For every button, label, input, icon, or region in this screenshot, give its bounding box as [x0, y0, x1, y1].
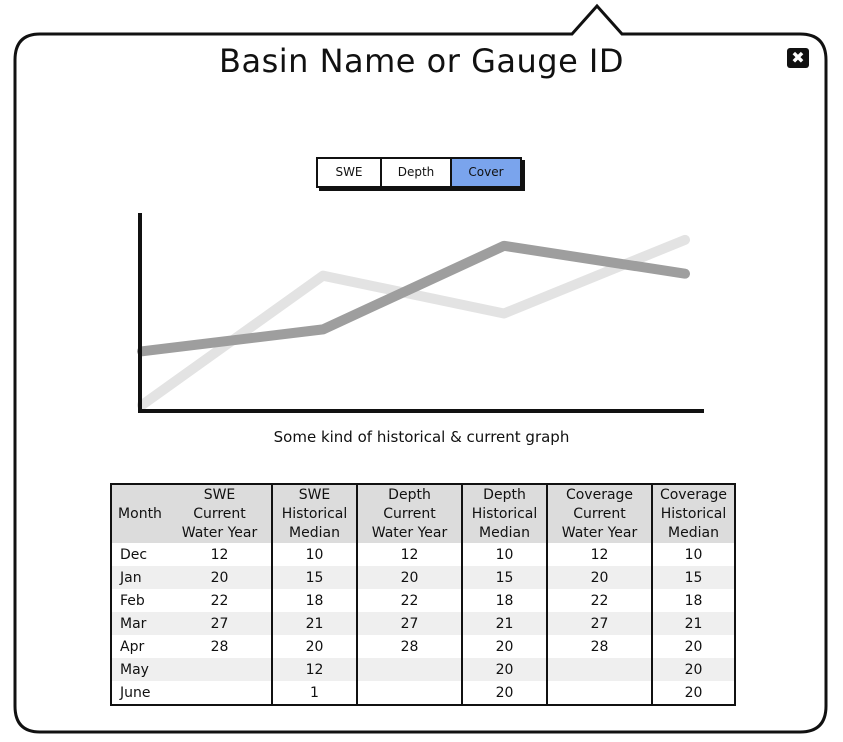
table-cell: 10: [461, 543, 547, 566]
table-cell: 22: [356, 589, 462, 612]
month-cell: May: [111, 658, 168, 681]
historical-current-line-chart: [137, 213, 704, 413]
table-cell: 1: [271, 681, 357, 705]
table-cell: 12: [271, 658, 357, 681]
table-cell: 12: [210, 546, 229, 563]
popup-title: Basin Name or Gauge ID: [219, 42, 624, 80]
header-line: Depth: [388, 487, 431, 503]
table-cell: 20: [356, 566, 462, 589]
header-line: Water Year: [371, 525, 448, 541]
header-line: Water Year: [181, 525, 258, 541]
table-cell: 28: [356, 635, 462, 658]
monthly-data-table: Month SWE Current Water Year SWE Histori…: [110, 483, 736, 706]
tab-depth[interactable]: Depth: [380, 159, 450, 186]
table-cell: 10: [271, 543, 357, 566]
table-cell: 27: [356, 612, 462, 635]
table-row: June 1 20 20: [111, 681, 735, 705]
table-cell: 20: [546, 566, 652, 589]
month-cell: Dec: [120, 546, 148, 563]
table-row: Dec 12 10 12 10 12 10: [111, 543, 735, 566]
table-cell: 12: [356, 543, 462, 566]
header-coverage-historical: Coverage Historical Median: [651, 484, 735, 543]
header-swe-current: SWE Current Water Year: [168, 484, 272, 543]
table-row: May 12 20 20: [111, 658, 735, 681]
table-cell: [546, 658, 652, 681]
header-depth-current: Depth Current Water Year: [356, 484, 462, 543]
month-cell: June: [120, 684, 151, 701]
table-cell: 15: [651, 566, 735, 589]
table-row: Jan 20 15 20 15 20 15: [111, 566, 735, 589]
table-cell: 15: [271, 566, 357, 589]
header-depth-historical: Depth Historical Median: [461, 484, 547, 543]
table-cell: 20: [651, 658, 735, 681]
table-cell: 20: [461, 658, 547, 681]
table-row: Feb 22 18 22 18 22 18: [111, 589, 735, 612]
series-line-current: [137, 240, 690, 357]
table-cell: 22: [546, 589, 652, 612]
table-cell: 18: [271, 589, 357, 612]
header-line: Historical: [281, 506, 348, 522]
header-line: Historical: [660, 506, 727, 522]
tab-cover[interactable]: Cover: [450, 159, 520, 186]
table-cell: [546, 681, 652, 705]
header-line: SWE: [298, 487, 331, 503]
month-cell: Jan: [111, 566, 168, 589]
month-cell: Mar: [111, 612, 168, 635]
table-cell: 21: [271, 612, 357, 635]
table-cell: 15: [461, 566, 547, 589]
header-line: Median: [668, 525, 719, 541]
table-cell: 21: [461, 612, 547, 635]
header-line: Median: [479, 525, 530, 541]
table-cell: 20: [168, 566, 272, 589]
table-cell: 20: [461, 635, 547, 658]
header-line: SWE: [203, 487, 236, 503]
header-coverage-current: Coverage Current Water Year: [546, 484, 652, 543]
table-cell: 27: [168, 612, 272, 635]
month-cell: Feb: [120, 592, 145, 609]
table-row: Mar 27 21 27 21 27 21: [111, 612, 735, 635]
table-header-row: Month SWE Current Water Year SWE Histori…: [111, 484, 735, 543]
month-cell: Apr: [120, 638, 145, 655]
table-cell: 22: [210, 592, 229, 609]
header-line: Water Year: [561, 525, 638, 541]
header-line: Historical: [471, 506, 538, 522]
header-line: Coverage: [565, 487, 634, 503]
table-row: Apr 28 20 28 20 28 20: [111, 635, 735, 658]
table-cell: 21: [651, 612, 735, 635]
table-cell: 27: [546, 612, 652, 635]
tab-swe[interactable]: SWE: [335, 165, 363, 179]
table-cell: 18: [651, 589, 735, 612]
header-line: Current: [193, 506, 246, 522]
header-line: Current: [383, 506, 436, 522]
table-cell: 20: [271, 635, 357, 658]
close-button[interactable]: ✖: [787, 48, 809, 68]
table-cell: 20: [651, 681, 735, 705]
table-cell: 20: [461, 681, 547, 705]
header-month: Month: [111, 484, 168, 543]
table-cell: 20: [651, 635, 735, 658]
table-cell: 12: [546, 543, 652, 566]
table-cell: 10: [651, 543, 735, 566]
header-line: Depth: [483, 487, 526, 503]
table-cell: [168, 658, 272, 681]
table-cell: [168, 681, 272, 705]
header-line: Median: [289, 525, 340, 541]
table-cell: [356, 658, 462, 681]
header-line: Current: [573, 506, 626, 522]
header-line: Coverage: [659, 487, 728, 503]
table-cell: 28: [210, 638, 229, 655]
table-cell: 18: [461, 589, 547, 612]
table-cell: [356, 681, 462, 705]
table-cell: 28: [546, 635, 652, 658]
header-swe-historical: SWE Historical Median: [271, 484, 357, 543]
metric-tab-bar: SWE Depth Cover: [316, 157, 522, 188]
chart-caption: Some kind of historical & current graph: [273, 428, 570, 446]
